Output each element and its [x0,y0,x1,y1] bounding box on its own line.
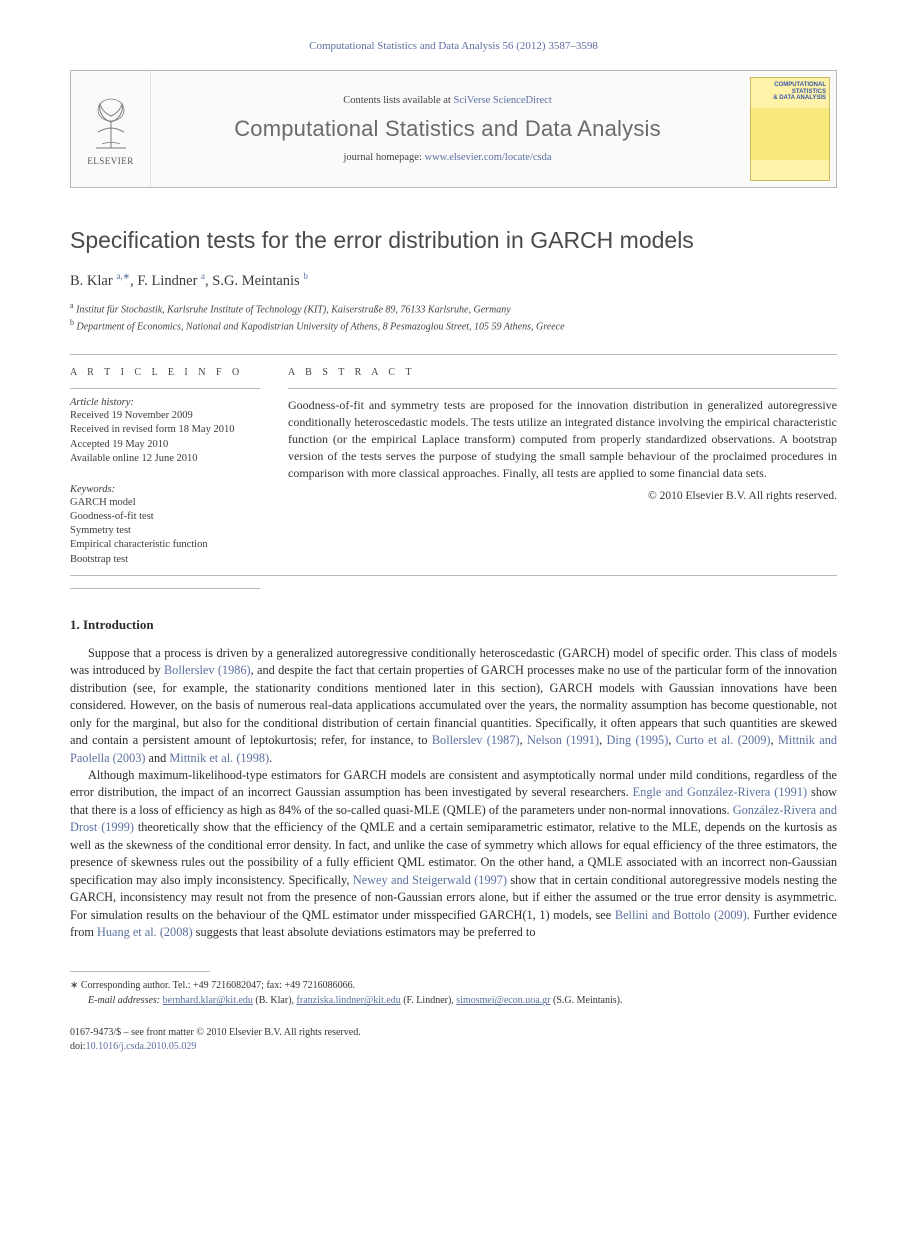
abstract-text: Goodness-of-fit and symmetry tests are p… [288,397,837,482]
cover-line-1: COMPUTATIONAL [774,82,826,88]
email-label: E-mail addresses: [88,995,160,1006]
ref-bollerslev-1987[interactable]: Bollerslev (1987) [432,733,520,747]
ref-ding-1995[interactable]: Ding (1995) [607,733,669,747]
divider [288,388,837,389]
keywords-list: GARCH modelGoodness-of-fit testSymmetry … [70,496,260,567]
cover-thumb-wrap: COMPUTATIONAL STATISTICS & DATA ANALYSIS [744,71,836,187]
history-item: Received in revised form 18 May 2010 [70,423,260,437]
history-item: Received 19 November 2009 [70,409,260,423]
divider [70,575,837,576]
divider [70,354,837,355]
email-line: E-mail addresses: bernhard.klar@kit.edu … [70,993,837,1008]
homepage-prefix: journal homepage: [343,152,424,163]
running-head: Computational Statistics and Data Analys… [70,40,837,52]
article-title: Specification tests for the error distri… [70,226,837,255]
info-abstract-row: A R T I C L E I N F O Article history: R… [70,367,837,567]
history-item: Accepted 19 May 2010 [70,438,260,452]
abstract-head: A B S T R A C T [288,367,837,378]
article-info-head: A R T I C L E I N F O [70,367,260,378]
email-klar[interactable]: bernhard.klar@kit.edu [163,995,253,1006]
sciencedirect-link[interactable]: SciVerse ScienceDirect [453,95,551,106]
history-list: Received 19 November 2009Received in rev… [70,409,260,466]
cover-line-3: & DATA ANALYSIS [773,95,826,101]
footnotes: ∗ Corresponding author. Tel.: +49 721608… [70,978,837,1008]
affiliation-a: a Institut für Stochastik, Karlsruhe Ins… [70,300,837,317]
keywords-head: Keywords: [70,484,260,495]
author-list: B. Klar a,∗, F. Lindner a, S.G. Meintani… [70,271,837,290]
doi-line: doi:10.1016/j.csda.2010.05.029 [70,1040,837,1054]
ref-bollerslev-1986[interactable]: Bollerslev (1986) [164,663,251,677]
paragraph-2: Although maximum-likelihood-type estimat… [70,767,837,942]
doi-link[interactable]: 10.1016/j.csda.2010.05.029 [86,1041,197,1052]
footnote-divider [70,971,210,972]
affiliation-b: b Department of Economics, National and … [70,317,837,334]
abstract-col: A B S T R A C T Goodness-of-fit and symm… [288,367,837,567]
keyword-item: Goodness-of-fit test [70,510,260,524]
elsevier-tree-icon [84,92,138,152]
affiliations: a Institut für Stochastik, Karlsruhe Ins… [70,300,837,335]
ref-bellini-bottolo-2009[interactable]: Bellini and Bottolo (2009) [615,908,747,922]
divider [70,388,260,389]
contents-line: Contents lists available at SciVerse Sci… [343,95,551,106]
history-item: Available online 12 June 2010 [70,452,260,466]
divider-short [70,588,260,589]
email-lindner[interactable]: franziska.lindner@kit.edu [297,995,401,1006]
ref-curto-2009[interactable]: Curto et al. (2009) [676,733,771,747]
publisher-block: ELSEVIER [71,71,151,187]
homepage-link[interactable]: www.elsevier.com/locate/csda [425,152,552,163]
abstract-copyright: © 2010 Elsevier B.V. All rights reserved… [288,490,837,502]
keyword-item: Symmetry test [70,524,260,538]
cover-line-2: STATISTICS [792,89,826,95]
publisher-label: ELSEVIER [87,156,134,166]
keyword-item: GARCH model [70,496,260,510]
bottom-block: 0167-9473/$ – see front matter © 2010 El… [70,1026,837,1054]
corresponding-author-note: ∗ Corresponding author. Tel.: +49 721608… [70,978,837,993]
ref-huang-2008[interactable]: Huang et al. (2008) [97,925,193,939]
section-1-head: 1. Introduction [70,617,837,633]
email-meintanis[interactable]: simosmei@econ.uoa.gr [456,995,550,1006]
article-info-col: A R T I C L E I N F O Article history: R… [70,367,260,567]
masthead-center: Contents lists available at SciVerse Sci… [151,71,744,187]
journal-title: Computational Statistics and Data Analys… [234,116,661,142]
history-head: Article history: [70,397,260,408]
contents-prefix: Contents lists available at [343,95,453,106]
journal-cover-icon: COMPUTATIONAL STATISTICS & DATA ANALYSIS [750,77,830,181]
keyword-item: Bootstrap test [70,553,260,567]
ref-mittnik-1998[interactable]: Mittnik et al. (1998) [169,751,269,765]
ref-engle-gonzalez-1991[interactable]: Engle and González-Rivera (1991) [633,785,807,799]
masthead: ELSEVIER Contents lists available at Sci… [70,70,837,188]
paragraph-1: Suppose that a process is driven by a ge… [70,645,837,767]
homepage-line: journal homepage: www.elsevier.com/locat… [343,152,551,163]
page: Computational Statistics and Data Analys… [0,0,907,1084]
issn-line: 0167-9473/$ – see front matter © 2010 El… [70,1026,837,1040]
ref-newey-steigerwald-1997[interactable]: Newey and Steigerwald (1997) [353,873,507,887]
ref-nelson-1991[interactable]: Nelson (1991) [527,733,599,747]
keyword-item: Empirical characteristic function [70,538,260,552]
